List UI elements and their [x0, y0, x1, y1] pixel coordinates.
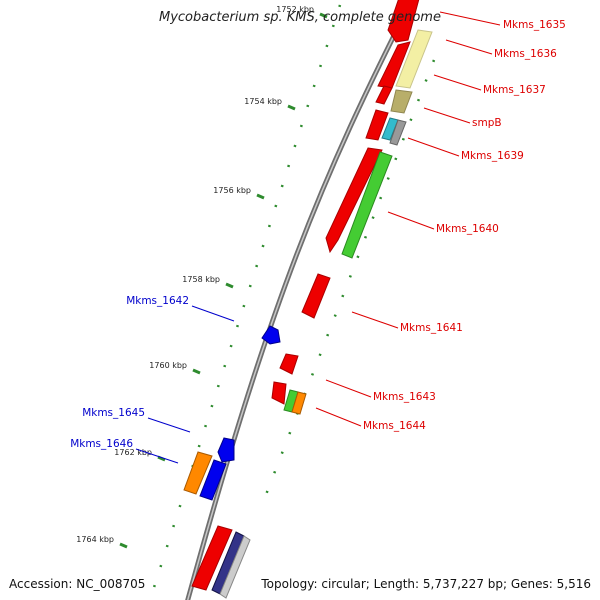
gene-block-mkms-1644[interactable] — [291, 391, 307, 415]
scale-tick — [157, 455, 166, 462]
scale-tick — [256, 193, 265, 200]
gene-arrow-mkms-1635[interactable] — [387, 0, 420, 43]
gene-label-mkms-1643[interactable]: Mkms_1643 — [373, 391, 436, 403]
scale-tick — [225, 282, 234, 289]
scale-label: 1754 kbp — [244, 97, 282, 106]
gene-label-mkms-1636[interactable]: Mkms_1636 — [494, 48, 557, 60]
gene-label-mkms-1639[interactable]: Mkms_1639 — [461, 150, 524, 162]
gene-leader-line — [351, 311, 399, 329]
scale-label: 1752 kbp — [276, 5, 314, 14]
gene-block-smpb[interactable] — [390, 89, 413, 114]
gene-leader-line — [147, 417, 191, 433]
scale-tick — [119, 542, 128, 549]
scale-tick — [287, 104, 296, 111]
gene-arrow-mkms-1640[interactable] — [325, 147, 383, 254]
kbp-scale: 1752 kbp 1754 kbp 1756 kbp 1758 kbp 1760 kbp… — [76, 5, 328, 549]
scale-label: 1764 kbp — [76, 535, 114, 544]
gene-label-mkms-1642[interactable]: Mkms_1642 — [126, 295, 189, 307]
gene-label-mkms-1640[interactable]: Mkms_1640 — [436, 223, 499, 235]
gene-label-mkms-1644[interactable]: Mkms_1644 — [363, 420, 426, 432]
scale-tick — [192, 368, 201, 375]
gene-block-grey[interactable] — [219, 535, 251, 599]
scale-tick — [319, 12, 328, 19]
scale-label: 1756 kbp — [213, 186, 251, 195]
gene-arrow-mkms-1641[interactable] — [301, 273, 331, 319]
gene-label-mkms-1641[interactable]: Mkms_1641 — [400, 322, 463, 334]
rrna-block-mkms-1636[interactable] — [395, 29, 433, 89]
map-title: Mycobacterium sp. KMS, complete genome — [159, 10, 441, 25]
trna-block[interactable] — [381, 117, 399, 141]
gene-leader-line — [191, 305, 235, 322]
scale-label: 1758 kbp — [182, 275, 220, 284]
genome-backbone-highlight — [186, 0, 413, 600]
gene-leader-line — [445, 39, 493, 55]
scale-dots — [148, 4, 436, 600]
gene-arrow-blue[interactable] — [199, 459, 227, 501]
gene-labels[interactable]: Mkms_1635 Mkms_1636 Mkms_1637 smpB Mkms_1639… — [70, 11, 566, 464]
gene-leader-line — [387, 211, 435, 230]
outer-gene-mkms-1640[interactable] — [341, 151, 393, 259]
scale-label: 1760 kbp — [149, 361, 187, 370]
gene-arrow-mkms-1639-a[interactable] — [365, 109, 389, 141]
gene-arrow-mkms-1643-b[interactable] — [271, 381, 287, 405]
gene-label-mkms-1635[interactable]: Mkms_1635 — [503, 19, 566, 31]
gene-arrow-mkms-1645[interactable] — [217, 437, 235, 463]
gene-arrow-mkms-1643-a[interactable] — [279, 353, 299, 375]
accession-text: Accession: NC_008705 — [9, 577, 146, 591]
gene-leader-line — [439, 11, 501, 26]
gene-arrow-small[interactable] — [375, 85, 393, 105]
gene-leader-line — [423, 107, 471, 124]
gene-label-mkms-1645[interactable]: Mkms_1645 — [82, 407, 145, 419]
topology-text: Topology: circular; Length: 5,737,227 bp… — [261, 577, 591, 591]
gene-leader-line — [433, 74, 482, 91]
gene-leader-line — [135, 448, 179, 464]
gene-arrow-bottom-red[interactable] — [191, 525, 233, 591]
gene-leader-line — [315, 407, 362, 427]
gene-label-mkms-1637[interactable]: Mkms_1637 — [483, 84, 546, 96]
gene-leader-line — [325, 379, 372, 398]
misc-block[interactable] — [389, 119, 407, 146]
gene-features — [183, 0, 433, 599]
gene-label-mkms-1646[interactable]: Mkms_1646 — [70, 438, 133, 450]
gene-label-smpb[interactable]: smpB — [472, 117, 502, 129]
gene-block-mkms-1646[interactable] — [183, 451, 213, 495]
gene-leader-line — [407, 137, 460, 157]
gene-arrow-mkms-1642[interactable] — [261, 325, 281, 345]
scale-label: 1762 kbp — [114, 448, 152, 457]
